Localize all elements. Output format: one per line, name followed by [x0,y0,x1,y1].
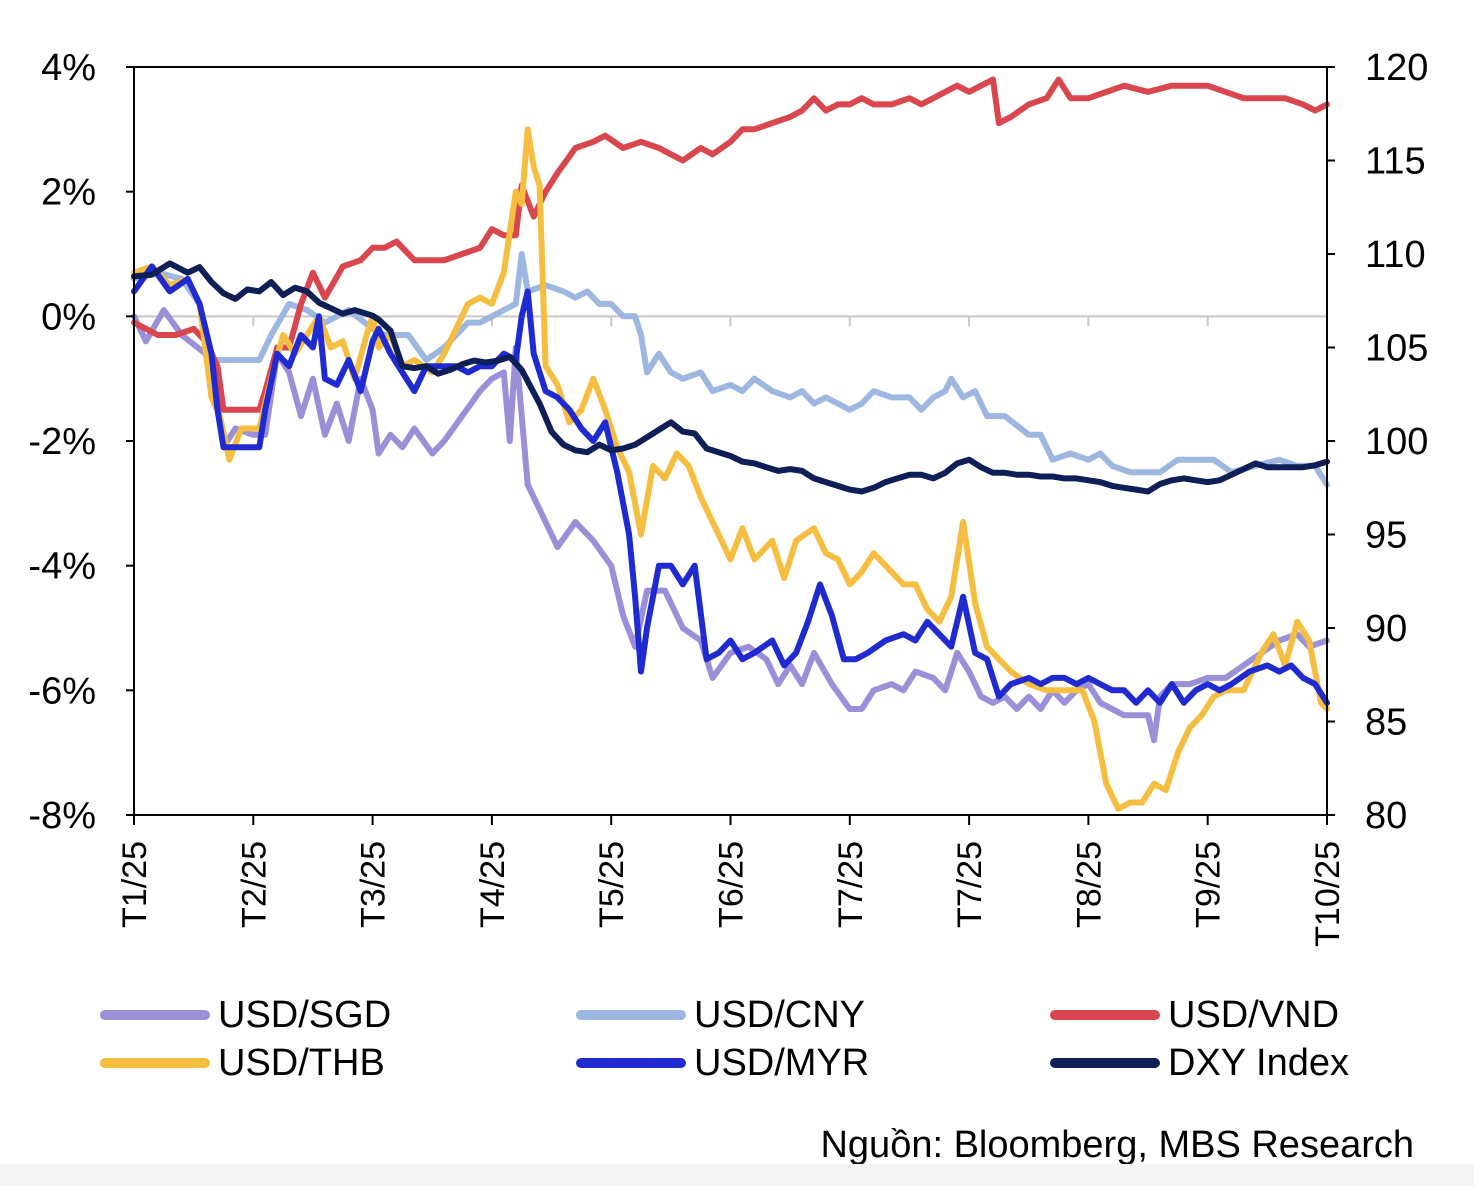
bottom-strip [0,1164,1474,1186]
right-axis-label-4: 100 [1365,421,1428,463]
right-axis-label-8: 80 [1365,795,1407,837]
legend-label-dxy-index: DXY Index [1168,1041,1349,1084]
x-axis-label-6: T7/25 [832,841,870,928]
legend-label-usd-myr: USD/MYR [694,1041,870,1084]
right-axis-label-2: 110 [1365,234,1426,276]
legend-item-usd-myr: USD/MYR [576,1040,869,1086]
plot-frame [133,66,1328,816]
legend-item-dxy-index: DXY Index [1050,1040,1349,1086]
right-axis-label-6: 90 [1365,608,1407,650]
x-axis-label-1: T2/25 [235,841,273,928]
x-axis-label-10: T10/25 [1309,841,1347,947]
left-axis-label-1: 2% [41,172,96,214]
right-axis-label-1: 115 [1365,141,1426,183]
legend-item-usd-sgd: USD/SGD [100,992,391,1038]
legend-label-usd-vnd: USD/VND [1168,993,1340,1036]
legend: USD/SGD USD/CNY USD/VND USD/THB USD/MYR … [100,992,1440,1092]
left-axis-label-2: 0% [41,296,96,338]
left-axis-label-6: -8% [28,795,96,837]
legend-swatch-usd-thb [100,1058,210,1068]
left-axis-label-3: -2% [28,421,96,463]
x-axis-label-8: T8/25 [1070,841,1108,928]
x-axis-label-7: T7/25 [951,841,989,928]
series-line-usd-sgd [131,307,1330,744]
legend-swatch-usd-sgd [100,1010,210,1020]
x-axis-label-4: T5/25 [593,841,631,928]
source-note: Nguồn: Bloomberg, MBS Research [820,1124,1414,1166]
legend-item-usd-thb: USD/THB [100,1040,385,1086]
right-axis-label-3: 105 [1365,328,1428,370]
series-line-dxy-index [131,260,1330,495]
left-axis-label-0: 4% [41,47,96,89]
x-axis-label-2: T3/25 [355,841,393,928]
right-axis-label-5: 95 [1365,515,1407,557]
right-axis-label-0: 120 [1365,47,1428,89]
chart-svg: 4% 2% 0% -2% -4% -6% -8% 120 115 110 105 100 95 90 85 8… [28,47,1428,947]
legend-label-usd-thb: USD/THB [218,1041,385,1084]
right-axis-label-7: 85 [1365,702,1407,744]
legend-label-usd-cny: USD/CNY [694,993,866,1036]
left-axis-label-4: -4% [28,546,96,588]
legend-swatch-dxy-index [1050,1058,1160,1068]
x-axis-label-5: T6/25 [713,841,751,928]
series-line-usd-thb [131,126,1330,812]
x-axis-label-9: T9/25 [1190,841,1228,928]
legend-item-usd-vnd: USD/VND [1050,992,1339,1038]
x-axis-label-3: T4/25 [474,841,512,928]
legend-swatch-usd-cny [576,1010,686,1020]
legend-swatch-usd-myr [576,1058,686,1068]
left-axis-label-5: -6% [28,670,96,712]
legend-label-usd-sgd: USD/SGD [218,993,392,1036]
legend-item-usd-cny: USD/CNY [576,992,865,1038]
series-line-usd-vnd [131,76,1330,413]
x-axis-label-0: T1/25 [116,841,154,928]
series-line-usd-cny [131,251,1330,488]
legend-swatch-usd-vnd [1050,1010,1160,1020]
series-line-usd-myr [131,263,1330,706]
fx-chart: 4% 2% 0% -2% -4% -6% -8% 120 115 110 105 100 95 90 85 8… [28,47,1428,947]
